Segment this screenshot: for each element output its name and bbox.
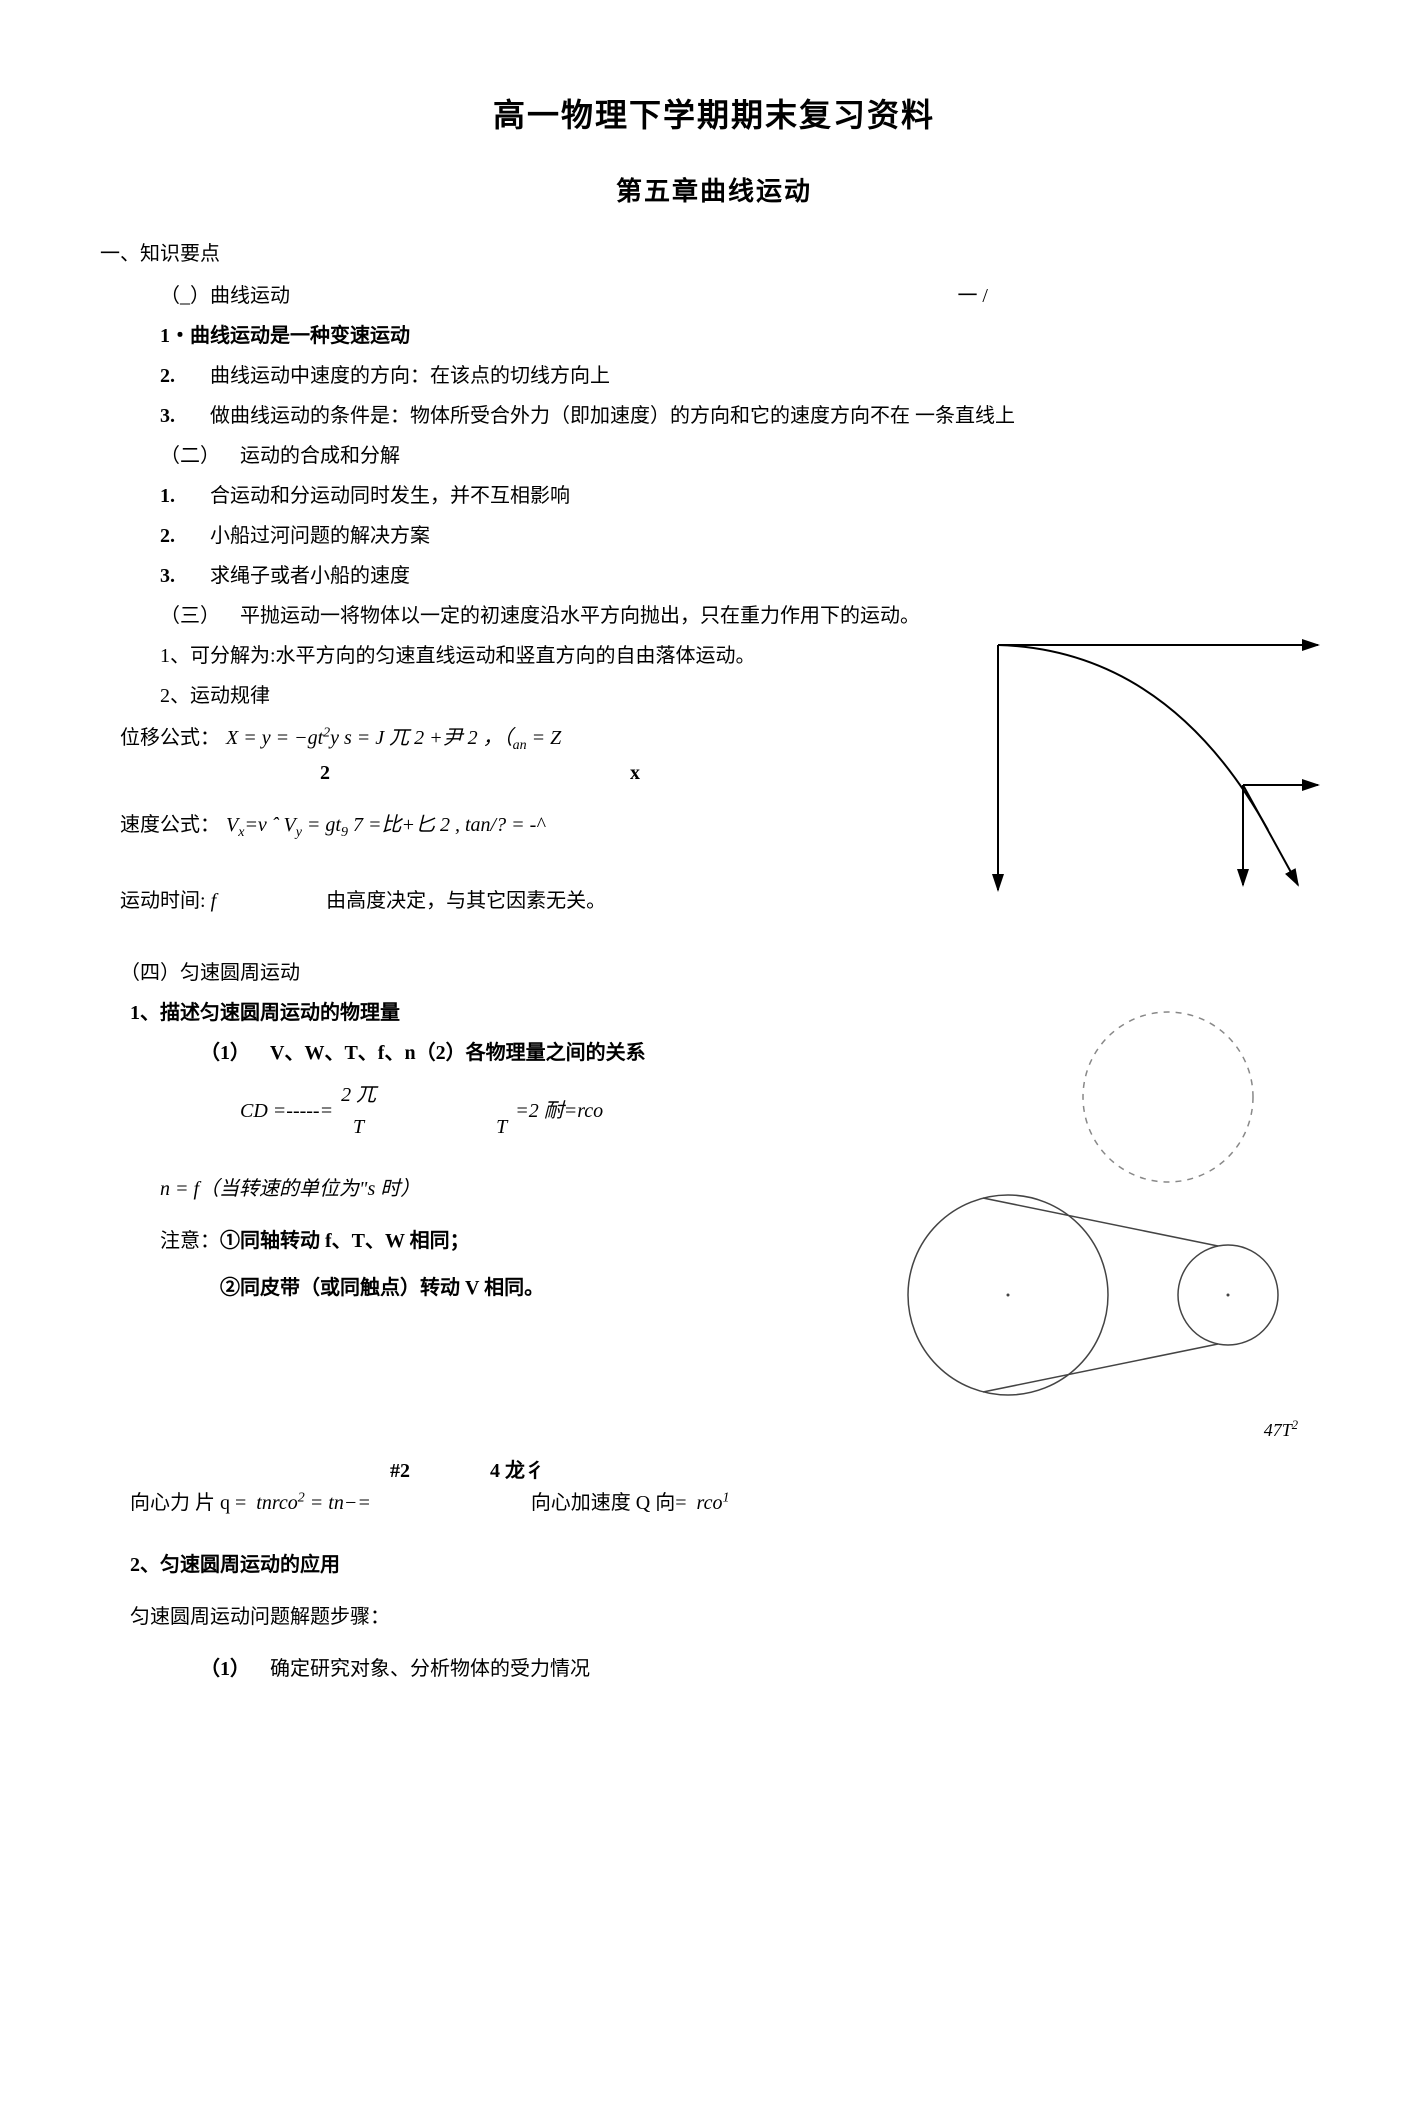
formula-line2-b: x (630, 757, 640, 789)
formula-text: X = y = −gt2y s = J 兀 2 +尹 2 ，（an = Z (226, 722, 561, 757)
item-2-3: 3. 求绳子或者小船的速度 (160, 560, 1328, 592)
solve-steps-label: 匀速圆周运动问题解题步骤： (130, 1601, 1328, 1633)
item-num: 1. (160, 480, 190, 512)
formula-label: 速度公式： (120, 809, 220, 841)
item-text: 做曲线运动的条件是：物体所受合外力（即加速度）的方向和它的速度方向不在 一条直线… (210, 400, 1015, 432)
subsection-2-label: （二） 运动的合成和分解 (160, 440, 1328, 472)
omega-lhs: CD =-----= (240, 1095, 333, 1127)
item-3-1: 1、可分解为:水平方向的匀速直线运动和竖直方向的自由落体运动。 (160, 640, 1328, 672)
formula-label: 位移公式： (120, 722, 220, 754)
force-label: 向心力 片 q = (130, 1487, 246, 1519)
formula-text: Vx=v ˆ Vy = gt9 7 =比+匕 2 , tan/? = -^ (226, 809, 545, 844)
step-num: （1） (200, 1653, 250, 1685)
omega-frac: 2 兀 T (341, 1079, 376, 1143)
subsection-1-label: （_）曲线运动 一 / (160, 280, 1328, 312)
main-title: 高一物理下学期期末复习资料 (100, 90, 1328, 141)
note-line-2: ②同皮带（或同触点）转动 V 相同。 (160, 1272, 1328, 1304)
item-num: 2. (160, 520, 190, 552)
note1-text: ①同轴转动 f、T、W 相同； (220, 1230, 470, 1252)
subsection-4-label: （四）匀速圆周运动 (120, 957, 1328, 989)
acc-text: rco1 (697, 1487, 730, 1519)
content-body: （_）曲线运动 一 / 1・曲线运动是一种变速运动 2. 曲线运动中速度的方向：… (100, 280, 1328, 1685)
centripetal-top-a: #2 (390, 1455, 410, 1487)
note-line-1: 注意：①同轴转动 f、T、W 相同； (160, 1225, 1328, 1257)
item-text: 小船过河问题的解决方案 (210, 520, 430, 552)
formula-line2-a: 2 (320, 757, 330, 789)
section-header: 一、知识要点 (100, 238, 1328, 270)
item-2-1: 1. 合运动和分运动同时发生，并不互相影响 (160, 480, 1328, 512)
sub-title: 第五章曲线运动 (100, 171, 1328, 213)
acc-label: 向心加速度 Q 向= (531, 1487, 687, 1519)
item-3-2: 2、运动规律 (160, 680, 1328, 712)
item-4-1-sub: （1） V、W、T、f、n（2）各物理量之间的关系 (160, 1037, 1328, 1069)
v-frac: T (496, 1079, 507, 1143)
step-text: 确定研究对象、分析物体的受力情况 (270, 1653, 590, 1685)
item-1-1: 1・曲线运动是一种变速运动 (160, 320, 1328, 352)
time-var: f (211, 890, 217, 912)
item-text: 求绳子或者小船的速度 (210, 560, 410, 592)
item-1-3: 3. 做曲线运动的条件是：物体所受合外力（即加速度）的方向和它的速度方向不在 一… (160, 400, 1328, 432)
projectile-diagram (988, 630, 1328, 910)
item-text: 曲线运动中速度的方向：在该点的切线方向上 (210, 360, 610, 392)
v-rhs: =2 耐=rco (515, 1095, 603, 1127)
subsection-1-text: （_）曲线运动 (160, 280, 290, 312)
step-1: （1） 确定研究对象、分析物体的受力情况 (160, 1653, 1328, 1685)
time-text: 由高度决定，与其它因素无关。 (326, 890, 606, 912)
item-2-2: 2. 小船过河问题的解决方案 (160, 520, 1328, 552)
belt-diagram (888, 1185, 1308, 1425)
centripetal-top-b: 4 龙彳 (490, 1455, 545, 1487)
item-text: 合运动和分运动同时发生，并不互相影响 (210, 480, 570, 512)
note-label: 注意： (160, 1230, 220, 1252)
belt-caption: 47T2 (1264, 1415, 1298, 1445)
item-num: 3. (160, 400, 190, 432)
item-num: 2. (160, 360, 190, 392)
item-1-2: 2. 曲线运动中速度的方向：在该点的切线方向上 (160, 360, 1328, 392)
subsection-3-label: （三） 平抛运动一将物体以一定的初速度沿水平方向抛出，只在重力作用下的运动。 (160, 600, 1328, 632)
item-4-1: 1、描述匀速圆周运动的物理量 (130, 997, 1328, 1029)
time-label: 运动时间: (120, 890, 206, 912)
projectile-block: 1、可分解为:水平方向的匀速直线运动和竖直方向的自由落体运动。 2、运动规律 位… (160, 640, 1328, 917)
circular-block: 1、描述匀速圆周运动的物理量 （1） V、W、T、f、n（2）各物理量之间的关系… (160, 997, 1328, 1205)
centripetal-block: #2 4 龙彳 向心力 片 q = tnrco2 = tn−= 向心加速度 Q … (130, 1455, 1328, 1519)
force-text: tnrco2 = tn−= (256, 1487, 371, 1519)
belt-block: 注意：①同轴转动 f、T、W 相同； ②同皮带（或同触点）转动 V 相同。 47… (160, 1225, 1328, 1425)
time-line: 运动时间: f 由高度决定，与其它因素无关。 (120, 885, 1328, 917)
item-4-2: 2、匀速圆周运动的应用 (130, 1549, 1328, 1581)
item-num: 3. (160, 560, 190, 592)
subsection-1-tail: 一 / (957, 280, 1328, 312)
